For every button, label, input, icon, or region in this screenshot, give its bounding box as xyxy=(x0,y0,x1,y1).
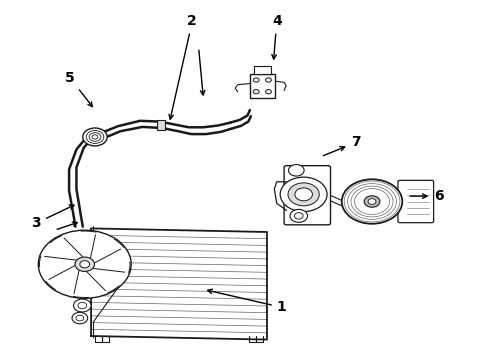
Circle shape xyxy=(266,90,271,94)
Circle shape xyxy=(364,196,380,207)
FancyBboxPatch shape xyxy=(284,166,331,225)
Text: 3: 3 xyxy=(32,205,74,230)
Circle shape xyxy=(266,78,271,82)
Text: 7: 7 xyxy=(323,135,361,156)
Circle shape xyxy=(83,128,107,146)
Circle shape xyxy=(290,210,308,222)
Circle shape xyxy=(280,177,327,212)
Circle shape xyxy=(75,257,95,271)
Circle shape xyxy=(78,302,87,309)
Text: 4: 4 xyxy=(272,14,282,59)
Circle shape xyxy=(342,179,402,224)
Circle shape xyxy=(74,299,91,312)
Circle shape xyxy=(253,90,259,94)
Circle shape xyxy=(72,312,88,324)
Circle shape xyxy=(253,78,259,82)
Circle shape xyxy=(295,188,313,201)
Circle shape xyxy=(80,261,90,268)
Text: 5: 5 xyxy=(65,71,92,107)
Circle shape xyxy=(294,213,303,219)
Bar xyxy=(250,74,275,98)
Text: 2: 2 xyxy=(169,14,197,119)
Circle shape xyxy=(368,199,376,204)
Circle shape xyxy=(76,315,84,321)
FancyBboxPatch shape xyxy=(398,180,434,223)
Bar xyxy=(254,66,271,74)
Text: 1: 1 xyxy=(208,289,287,314)
Circle shape xyxy=(289,165,304,176)
Text: 6: 6 xyxy=(410,189,444,203)
Circle shape xyxy=(38,230,131,298)
Circle shape xyxy=(288,183,319,206)
Bar xyxy=(157,120,165,130)
